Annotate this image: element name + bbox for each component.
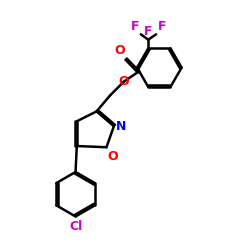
Text: F: F <box>131 20 140 33</box>
Text: O: O <box>115 44 126 57</box>
Text: O: O <box>118 75 129 88</box>
Text: F: F <box>144 26 152 38</box>
Text: F: F <box>158 20 166 33</box>
Text: Cl: Cl <box>69 220 82 233</box>
Text: N: N <box>116 120 126 133</box>
Text: O: O <box>108 150 118 163</box>
